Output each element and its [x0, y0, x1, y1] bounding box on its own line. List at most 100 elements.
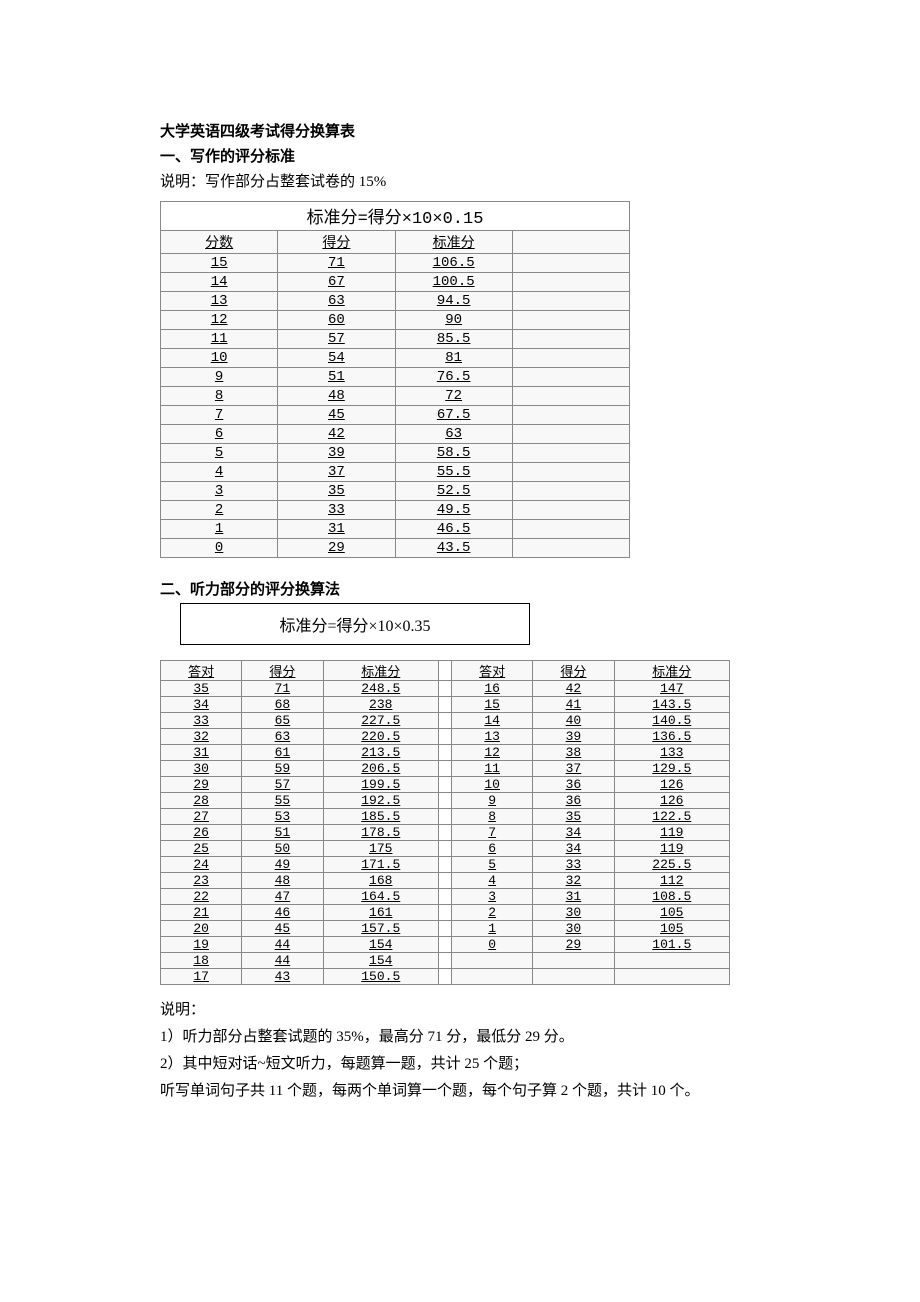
- table-cell: 33: [533, 857, 614, 873]
- table-row: 84872: [161, 387, 630, 406]
- table-cell: 220.5: [323, 729, 438, 745]
- table-cell: 8: [161, 387, 278, 406]
- table-cell: 90: [395, 311, 512, 330]
- table-cell: 10: [452, 777, 533, 793]
- table-cell: 53: [242, 809, 323, 825]
- table-row: 74567.5: [161, 406, 630, 425]
- table-cell: 33: [161, 713, 242, 729]
- table-cell: 40: [533, 713, 614, 729]
- table-cell: 122.5: [614, 809, 729, 825]
- table-cell: 161: [323, 905, 438, 921]
- table-cell: 185.5: [323, 809, 438, 825]
- table-row: 2146161230105: [161, 905, 730, 921]
- table-row: 3263220.51339136.5: [161, 729, 730, 745]
- table-cell: 178.5: [323, 825, 438, 841]
- table-cell: 57: [278, 330, 395, 349]
- table-row: 43755.5: [161, 463, 630, 482]
- table-cell: 27: [161, 809, 242, 825]
- table-cell: 225.5: [614, 857, 729, 873]
- table-cell: [512, 273, 629, 292]
- table-cell: 54: [278, 349, 395, 368]
- table-row: 1467100.5: [161, 273, 630, 292]
- table-row: 2855192.5936126: [161, 793, 730, 809]
- table-cell: 39: [278, 444, 395, 463]
- table-cell: 213.5: [323, 745, 438, 761]
- table-row: 33552.5: [161, 482, 630, 501]
- table-cell: [452, 953, 533, 969]
- table-row: 95176.5: [161, 368, 630, 387]
- table-cell: [512, 406, 629, 425]
- table-cell: 16: [452, 681, 533, 697]
- table-cell: 37: [533, 761, 614, 777]
- spacer-cell: [438, 661, 451, 681]
- table-cell: [512, 330, 629, 349]
- table-row: 1743150.5: [161, 969, 730, 985]
- table-cell: [512, 349, 629, 368]
- table-cell: [438, 777, 451, 793]
- table-cell: 14: [161, 273, 278, 292]
- table-cell: [438, 825, 451, 841]
- table-cell: 45: [278, 406, 395, 425]
- table-row: 13146.5: [161, 520, 630, 539]
- table-cell: 34: [533, 841, 614, 857]
- table-cell: 34: [161, 697, 242, 713]
- col-header: 答对: [452, 661, 533, 681]
- table-row: 126090: [161, 311, 630, 330]
- table-cell: 51: [242, 825, 323, 841]
- table-cell: 10: [161, 349, 278, 368]
- col-header: 标准分: [323, 661, 438, 681]
- table-cell: [512, 425, 629, 444]
- col-header: 标准分: [614, 661, 729, 681]
- table-cell: 22: [161, 889, 242, 905]
- table-row: 34682381541143.5: [161, 697, 730, 713]
- table-cell: 32: [533, 873, 614, 889]
- table-cell: 43: [242, 969, 323, 985]
- table-row: 3365227.51440140.5: [161, 713, 730, 729]
- table-cell: 63: [278, 292, 395, 311]
- table-cell: [438, 809, 451, 825]
- table-cell: 61: [242, 745, 323, 761]
- table-cell: 67.5: [395, 406, 512, 425]
- notes-line3: 听写单词句子共 11 个题，每两个单词算一个题，每个句子算 2 个题，共计 10…: [160, 1078, 760, 1105]
- table-cell: 38: [533, 745, 614, 761]
- table-cell: 63: [395, 425, 512, 444]
- table-row: 2957199.51036126: [161, 777, 730, 793]
- table-cell: 11: [161, 330, 278, 349]
- table-cell: 46: [242, 905, 323, 921]
- table-cell: 157.5: [323, 921, 438, 937]
- notes-line1: 1）听力部分占整套试题的 35%，最高分 71 分，最低分 29 分。: [160, 1024, 760, 1051]
- table-cell: 35: [161, 681, 242, 697]
- table-row: 1571106.5: [161, 254, 630, 273]
- table-row: 2045157.5130105: [161, 921, 730, 937]
- table-cell: 42: [278, 425, 395, 444]
- table-cell: 7: [161, 406, 278, 425]
- table-cell: 85.5: [395, 330, 512, 349]
- col-header: 分数: [161, 231, 278, 254]
- table-cell: 18: [161, 953, 242, 969]
- table-cell: 126: [614, 777, 729, 793]
- table-cell: 13: [452, 729, 533, 745]
- table-cell: 2: [161, 501, 278, 520]
- table-cell: 49: [242, 857, 323, 873]
- col-header: 得分: [278, 231, 395, 254]
- table-cell: [438, 905, 451, 921]
- table-cell: [438, 889, 451, 905]
- section2-formula: 标准分=得分×10×0.35: [180, 603, 530, 645]
- table-cell: 47: [242, 889, 323, 905]
- table-cell: 100.5: [395, 273, 512, 292]
- table-cell: 112: [614, 873, 729, 889]
- table-cell: 168: [323, 873, 438, 889]
- table-cell: 29: [278, 539, 395, 558]
- table-cell: 29: [161, 777, 242, 793]
- table-cell: [533, 953, 614, 969]
- notes-header: 说明：: [160, 997, 760, 1024]
- table-cell: 8: [452, 809, 533, 825]
- document-title: 大学英语四级考试得分换算表: [160, 120, 760, 141]
- table-cell: 1: [452, 921, 533, 937]
- table-cell: [438, 697, 451, 713]
- table-cell: 4: [161, 463, 278, 482]
- table-cell: 12: [161, 311, 278, 330]
- table-cell: 101.5: [614, 937, 729, 953]
- table-cell: 71: [242, 681, 323, 697]
- table-cell: 55.5: [395, 463, 512, 482]
